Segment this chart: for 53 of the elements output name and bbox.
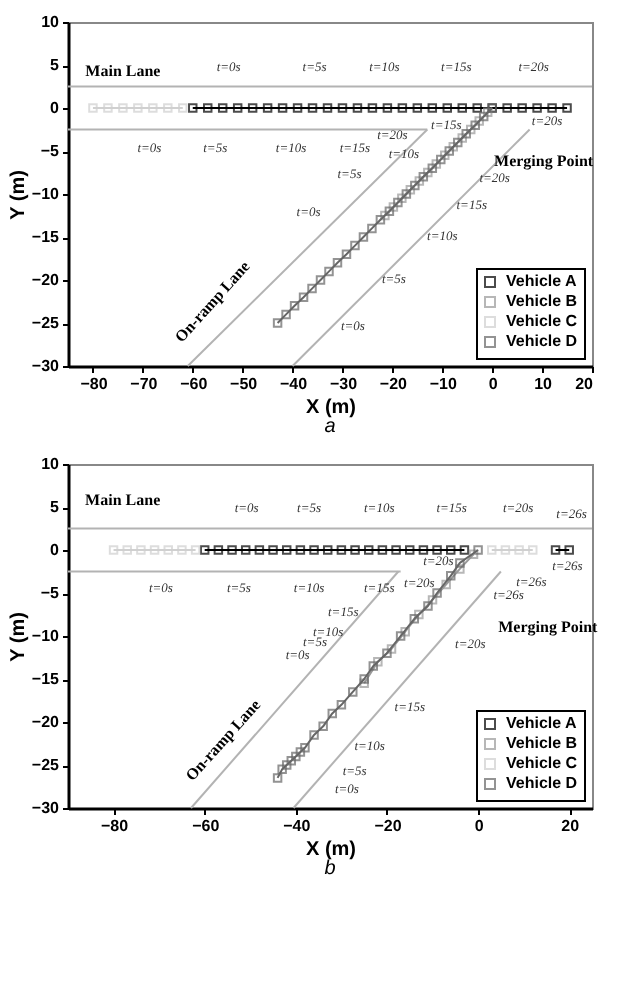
y-tick-label: −5 xyxy=(40,584,61,602)
x-tick-label: −30 xyxy=(329,375,359,393)
annotation: Merging Point xyxy=(494,152,594,171)
legend-label: Vehicle A xyxy=(506,714,577,732)
y-tick-label: −30 xyxy=(31,799,61,817)
text: a xyxy=(324,416,337,438)
y-tick-label: −20 xyxy=(31,713,61,731)
y-tick-label: −15 xyxy=(31,228,61,246)
legend-label: Vehicle D xyxy=(506,774,578,792)
x-tick-label: −60 xyxy=(180,375,209,393)
annotation: Merging Point xyxy=(498,618,599,637)
x-tick-label: −80 xyxy=(100,817,130,835)
y-axis-title: Y (m) xyxy=(7,612,30,662)
x-tick-label: −70 xyxy=(130,375,159,393)
x-tick-label: −40 xyxy=(279,375,309,393)
x-tick-label: −20 xyxy=(379,375,409,393)
y-tick-label: −5 xyxy=(40,142,61,160)
y-tick-label: −15 xyxy=(31,670,61,688)
x-tick-label: 10 xyxy=(534,375,554,393)
y-tick-label: −30 xyxy=(31,357,61,375)
x-tick-label: 20 xyxy=(575,375,595,393)
legend-label: Vehicle C xyxy=(506,312,578,330)
y-tick-label: −20 xyxy=(31,271,61,289)
text: b xyxy=(324,858,337,880)
x-tick-label: −10 xyxy=(429,375,458,393)
x-tick-label: −80 xyxy=(80,375,109,393)
y-tick-label: −25 xyxy=(31,314,61,332)
legend-label: Vehicle B xyxy=(506,734,578,752)
y-axis-title: Y (m) xyxy=(7,170,30,220)
annotation: Main Lane xyxy=(85,61,162,80)
y-tick-label: 5 xyxy=(50,56,61,74)
legend-label: Vehicle C xyxy=(506,754,578,772)
x-tick-label: −20 xyxy=(374,817,403,835)
x-tick-label: 0 xyxy=(488,375,499,393)
y-tick-label: 0 xyxy=(50,541,61,559)
x-tick-label: −60 xyxy=(192,817,221,835)
y-tick-label: −10 xyxy=(31,185,61,203)
legend-label: Vehicle A xyxy=(506,272,577,290)
y-tick-label: −10 xyxy=(31,627,61,645)
y-tick-label: 10 xyxy=(41,455,61,473)
x-tick-label: −50 xyxy=(230,375,259,393)
y-tick-label: 5 xyxy=(50,498,61,516)
x-tick-label: 0 xyxy=(474,817,485,835)
legend-label: Vehicle B xyxy=(506,292,578,310)
legend-label: Vehicle D xyxy=(506,332,578,350)
x-tick-label: −40 xyxy=(283,817,312,835)
y-tick-label: −25 xyxy=(31,756,61,774)
x-axis-title: X (m) xyxy=(306,397,356,419)
x-tick-label: 20 xyxy=(561,817,581,835)
x-axis-title: X (m) xyxy=(306,839,356,861)
y-tick-label: 10 xyxy=(41,13,61,31)
y-tick-label: 0 xyxy=(50,99,61,117)
annotation: Main Lane xyxy=(85,490,162,509)
